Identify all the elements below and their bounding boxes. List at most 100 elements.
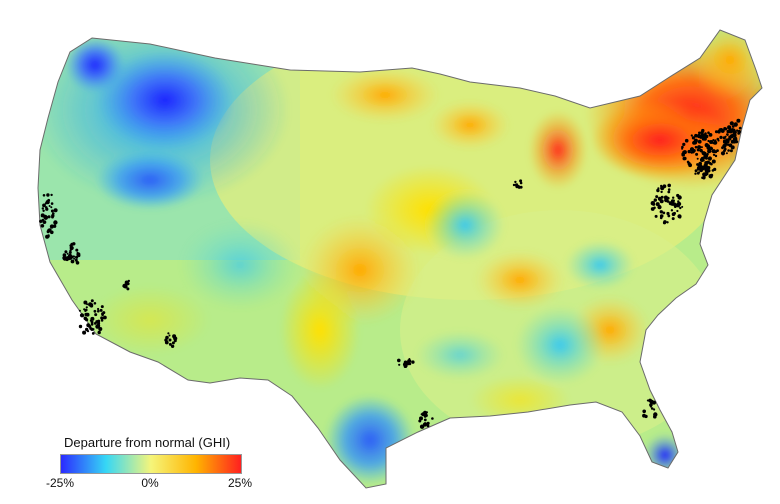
solar-site-dot <box>650 201 655 206</box>
solar-site-dot <box>69 245 74 251</box>
solar-site-dot <box>727 149 730 152</box>
solar-site-dot <box>94 313 98 317</box>
solar-site-dot <box>67 256 72 261</box>
solar-site-dot <box>512 183 516 187</box>
solar-site-dot <box>653 198 657 202</box>
solar-site-dot <box>84 312 88 317</box>
solar-site-dot <box>53 208 58 213</box>
solar-site-dot <box>47 215 51 219</box>
solar-site-dot <box>697 145 702 150</box>
solar-site-dot <box>691 136 696 140</box>
solar-site-dot <box>660 186 665 191</box>
solar-site-dot <box>709 140 714 144</box>
solar-site-dot <box>728 130 732 134</box>
solar-site-dot <box>698 171 701 174</box>
solar-site-dot <box>48 205 51 207</box>
solar-site-dot <box>87 324 92 328</box>
solar-site-dot <box>670 209 674 212</box>
solar-site-dot <box>649 403 653 407</box>
solar-site-dot <box>697 149 700 152</box>
solar-site-dot <box>684 138 689 143</box>
solar-site-dot <box>171 341 175 345</box>
solar-site-dot <box>730 139 735 144</box>
solar-site-dot <box>660 190 663 194</box>
solar-site-dot <box>700 158 704 162</box>
solar-site-dot <box>654 214 658 218</box>
solar-site-dot <box>726 133 729 136</box>
solar-site-dot <box>697 139 702 144</box>
solar-site-dot <box>724 135 727 138</box>
solar-site-dot <box>734 131 737 134</box>
solar-site-dot <box>676 204 680 208</box>
solar-site-dot <box>50 206 53 209</box>
solar-site-dot <box>519 179 523 183</box>
solar-site-dot <box>736 129 739 132</box>
solar-site-dot <box>712 142 715 145</box>
solar-site-dot <box>515 184 518 187</box>
solar-site-dot <box>75 248 79 252</box>
solar-site-dot <box>63 257 67 261</box>
solar-site-dot <box>656 188 660 193</box>
solar-site-dot <box>667 188 671 191</box>
solar-site-dot <box>47 228 51 233</box>
solar-site-dot <box>695 152 699 156</box>
solar-site-dot <box>70 242 74 246</box>
solar-site-dot <box>701 176 704 179</box>
solar-site-dot <box>737 132 741 135</box>
solar-site-dot <box>714 139 717 142</box>
solar-site-dot <box>711 159 716 164</box>
solar-site-dot <box>53 220 58 225</box>
solar-site-dot <box>681 145 684 149</box>
solar-site-dot <box>101 312 104 315</box>
solar-site-dot <box>701 130 705 133</box>
solar-site-dot <box>168 342 172 346</box>
solar-site-dot <box>667 183 671 188</box>
solar-site-dot <box>83 308 86 311</box>
solar-site-dot <box>692 140 698 145</box>
solar-site-dot <box>682 142 686 146</box>
solar-site-dot <box>407 359 412 364</box>
solar-site-dot <box>77 253 80 256</box>
solar-site-dot <box>707 131 710 134</box>
solar-site-dot <box>168 338 172 342</box>
solar-site-dot <box>50 209 54 213</box>
solar-site-dot <box>679 206 682 210</box>
solar-site-dot <box>42 194 46 197</box>
solar-site-dot <box>170 344 175 348</box>
solar-site-dot <box>85 306 88 309</box>
solar-site-dot <box>91 332 95 335</box>
solar-site-dot <box>653 206 656 210</box>
solar-site-dot <box>93 302 97 305</box>
solar-site-dot <box>682 156 686 161</box>
solar-site-dot <box>735 140 739 144</box>
solar-site-dot <box>671 217 675 221</box>
solar-site-dot <box>690 134 693 137</box>
solar-site-dot <box>92 328 95 331</box>
solar-site-dot <box>75 255 79 259</box>
solar-site-dot <box>698 164 701 167</box>
solar-site-dot <box>100 305 104 309</box>
solar-site-dot <box>86 330 90 333</box>
solar-site-dot <box>694 169 698 173</box>
solar-site-dot <box>66 252 69 255</box>
solar-site-dot <box>397 358 401 363</box>
solar-site-dot <box>648 398 652 403</box>
solar-site-dot <box>642 409 646 414</box>
solar-site-dot <box>172 334 177 339</box>
solar-site-dot <box>699 168 703 173</box>
solar-site-dot <box>126 287 130 291</box>
solar-site-dot <box>75 261 80 265</box>
solar-site-dot <box>646 399 649 402</box>
solar-site-dot <box>709 174 713 179</box>
solar-site-dot <box>73 257 76 260</box>
solar-site-dot <box>90 316 95 321</box>
solar-site-dot <box>716 149 719 153</box>
solar-site-dot <box>652 400 656 405</box>
solar-site-dot <box>50 230 54 235</box>
solar-site-dot <box>667 190 671 194</box>
solar-site-dot <box>103 315 107 320</box>
solar-site-dot <box>678 215 682 219</box>
solar-site-dot <box>404 364 408 368</box>
solar-site-dot <box>729 134 734 139</box>
